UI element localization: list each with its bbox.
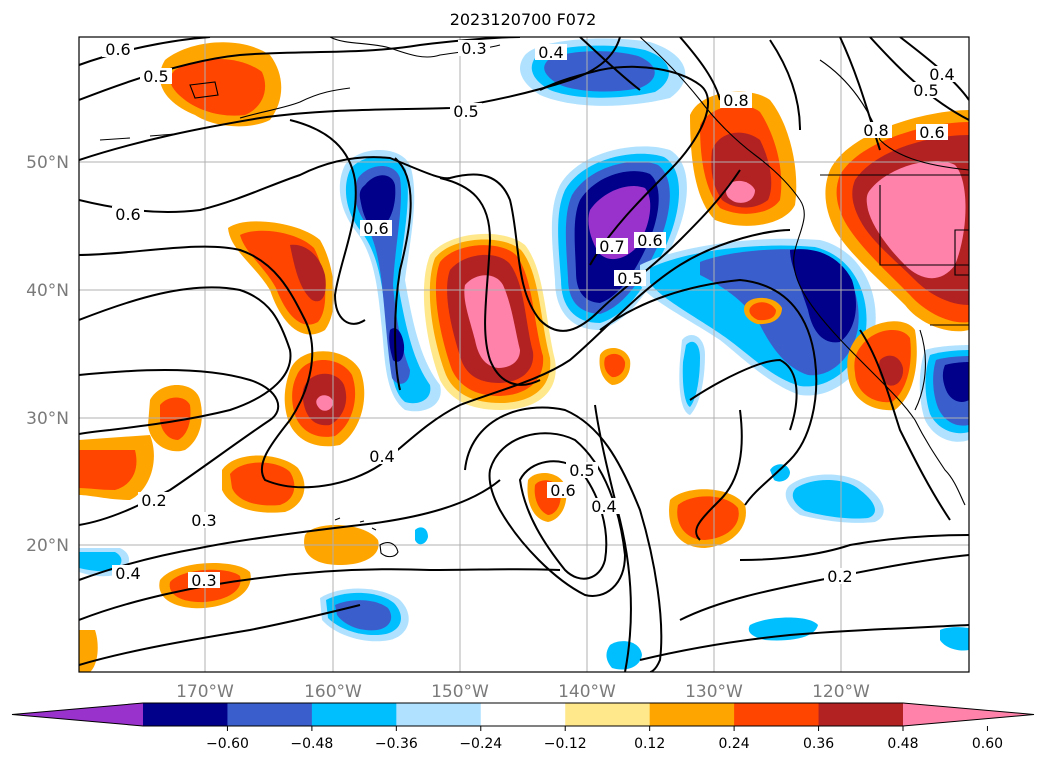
- contour-label: 0.7: [599, 237, 624, 256]
- positive-anomaly-175w: [79, 385, 202, 500]
- contour-labels: 0.6 0.5 0.3 0.4 0.5 0.8 0.8 0.4 0.5 0.6 …: [102, 39, 958, 590]
- colorbar-segment: [311, 703, 397, 726]
- contour-label: 0.4: [115, 564, 140, 583]
- colorbar-segment: [396, 703, 482, 726]
- colorbar-outline: [11, 702, 1035, 727]
- contour-label: 0.5: [913, 81, 938, 100]
- colorbar-extend-min: [12, 703, 143, 726]
- colorbar-segment: [143, 703, 228, 726]
- positive-anomaly-163w: [228, 221, 335, 335]
- lat-label: 30°N: [26, 409, 69, 429]
- contour-label: 0.5: [453, 102, 478, 121]
- positive-anomaly-california: [847, 321, 917, 411]
- latitude-labels: 50°N 40°N 30°N 20°N: [26, 153, 69, 556]
- colorbar-tick-label: 0.12: [634, 736, 665, 752]
- map-border: [78, 36, 970, 673]
- lon-label: 130°W: [685, 682, 743, 702]
- positive-anomaly-161w-30n: [284, 351, 365, 447]
- colorbar-segment: [227, 703, 313, 726]
- negative-anomaly-small: [415, 335, 969, 670]
- colorbar-tick-label: 0.48: [887, 736, 918, 752]
- colorbar: −0.60 −0.48 −0.36 −0.24 −0.12 0.12 0.24 0.36 0.4…: [11, 702, 1035, 752]
- colorbar-tick-label: −0.36: [375, 736, 418, 752]
- contour-label: 0.5: [143, 67, 168, 86]
- positive-anomaly-131w: [669, 489, 746, 548]
- coastlines: [99, 37, 969, 558]
- contour-label: 0.4: [538, 43, 563, 62]
- colorbar-segment: [818, 703, 904, 726]
- colorbar-tick-label: 0.36: [803, 736, 834, 752]
- contour-label: 0.5: [617, 269, 642, 288]
- map-content: 0.6 0.5 0.3 0.4 0.5 0.8 0.8 0.4 0.5 0.6 …: [79, 37, 969, 672]
- colorbar-segment: [734, 703, 820, 726]
- contour-label: 0.3: [191, 571, 216, 590]
- contour-label: 0.4: [369, 447, 394, 466]
- lon-label: 150°W: [431, 682, 489, 702]
- contour-label: 0.8: [863, 121, 888, 140]
- contour-label: 0.6: [919, 123, 944, 142]
- colorbar-segment: [565, 703, 651, 726]
- positive-anomaly-pnw: [825, 110, 969, 332]
- colorbar-tick-label: −0.24: [459, 736, 502, 752]
- contour-label: 0.6: [115, 205, 140, 224]
- colorbar-tick-label: −0.48: [290, 736, 333, 752]
- colorbar-segment: [649, 703, 735, 726]
- colorbar-tick-label: −0.60: [206, 736, 249, 752]
- colorbar-tick-label: 0.60: [972, 736, 1003, 752]
- positive-anomaly-alaska: [690, 91, 797, 226]
- contour-label: 0.8: [723, 91, 748, 110]
- lat-label: 20°N: [26, 536, 69, 556]
- positive-anomaly-126w: [744, 297, 782, 325]
- contour-label: 0.4: [929, 65, 954, 84]
- lon-label: 120°W: [812, 682, 870, 702]
- contour-label: 0.6: [637, 231, 662, 250]
- lon-label: 140°W: [558, 682, 616, 702]
- contour-label: 0.2: [141, 491, 166, 510]
- contour-label: 0.2: [827, 567, 852, 586]
- contour-label: 0.5: [569, 461, 594, 480]
- colorbar-tick-label: −0.12: [544, 736, 587, 752]
- lat-label: 50°N: [26, 153, 69, 173]
- contour-label: 0.6: [550, 481, 575, 500]
- contour-label: 0.6: [105, 40, 130, 59]
- lat-label: 40°N: [26, 281, 69, 301]
- lon-label: 170°W: [176, 682, 234, 702]
- contour-label: 0.3: [191, 511, 216, 530]
- colorbar-tick-label: 0.24: [719, 736, 750, 752]
- contour-label: 0.4: [591, 497, 616, 516]
- positive-anomaly-140w-36n: [599, 348, 631, 385]
- negative-anomaly-122w: [770, 464, 884, 523]
- map-title: 2023120700 F072: [450, 10, 597, 29]
- graticule: [79, 37, 969, 672]
- lon-label: 160°W: [304, 682, 362, 702]
- contour-label: 0.3: [461, 39, 486, 58]
- contour-label: 0.6: [363, 219, 388, 238]
- negative-anomaly-158w-15n: [320, 588, 409, 642]
- colorbar-extend-max: [903, 703, 1034, 726]
- longitude-labels: 170°W 160°W 150°W 140°W 130°W 120°W: [176, 682, 870, 702]
- positive-anomaly-165w-25n: [222, 455, 305, 513]
- colorbar-segment: [480, 703, 566, 726]
